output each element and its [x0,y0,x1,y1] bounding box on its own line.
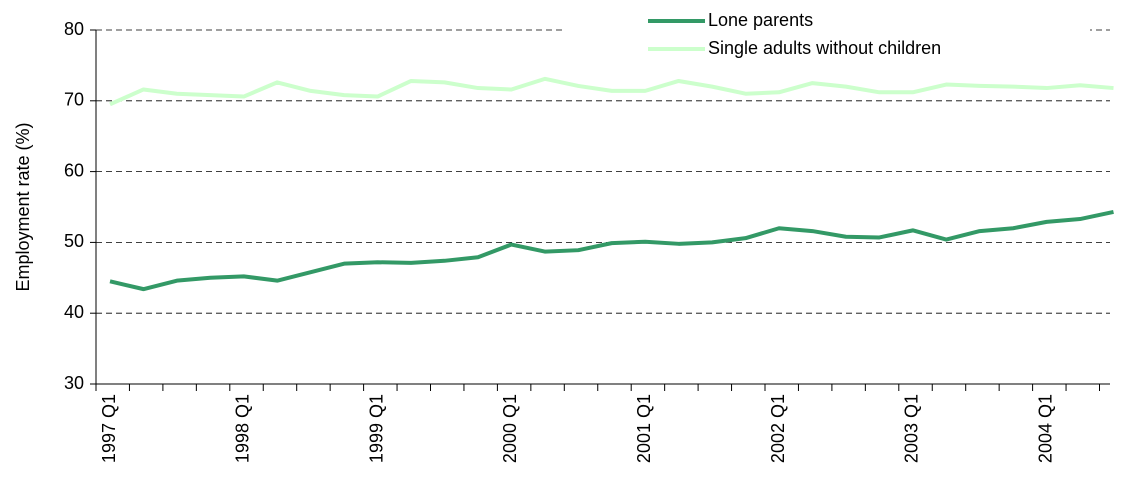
x-tick-label: 2004 Q1 [1035,394,1055,463]
y-tick-label: 30 [64,373,84,393]
series-line [109,209,1114,292]
x-tick-label: 1999 Q1 [366,394,386,463]
legend-label: Lone parents [708,10,813,30]
x-tick-label: 1998 Q1 [233,394,253,463]
y-tick-label: 70 [64,90,84,110]
legend-label: Single adults without children [708,38,941,58]
y-tick-label: 60 [64,160,84,180]
y-tick-label: 40 [64,302,84,322]
y-tick-label: 80 [64,19,84,39]
series-line [109,76,1114,107]
legend-box [565,8,1090,66]
x-tick-label: 2001 Q1 [634,394,654,463]
x-tick-label: 2000 Q1 [500,394,520,463]
y-axis-label: Employment rate (%) [13,122,33,291]
x-tick-label: 2002 Q1 [768,394,788,463]
y-tick-label: 50 [64,231,84,251]
x-tick-label: 1997 Q1 [99,394,119,463]
x-tick-label: 2003 Q1 [902,394,922,463]
